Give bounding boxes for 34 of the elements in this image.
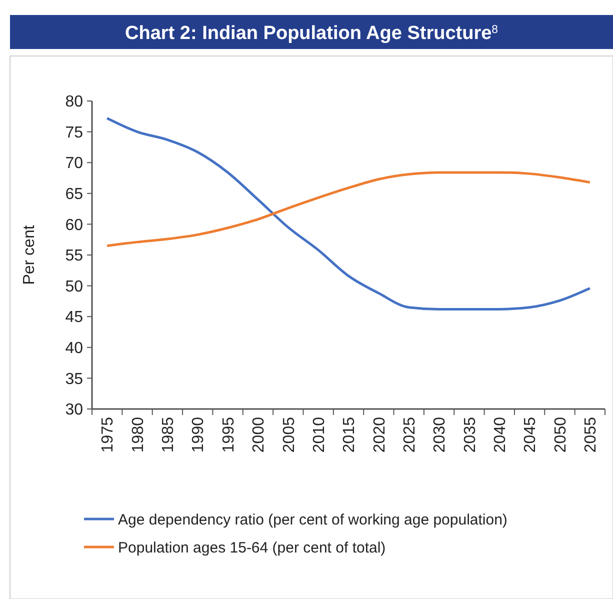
x-tick-label: 2025 bbox=[401, 416, 418, 453]
y-tick-label: 60 bbox=[65, 216, 84, 234]
x-tick-label: 2050 bbox=[552, 416, 570, 453]
line-series bbox=[106, 117, 592, 310]
x-tick-label: 2020 bbox=[371, 416, 388, 453]
chart-title: Chart 2: Indian Population Age Structure$^{8}$ bbox=[125, 23, 498, 44]
x-tick-label: 1985 bbox=[160, 416, 178, 453]
x-tick-label: 2030 bbox=[432, 416, 449, 453]
x-tick-label: 1980 bbox=[130, 416, 147, 453]
y-tick-label: 30 bbox=[65, 402, 84, 419]
y-axis-title: Per cent bbox=[21, 224, 38, 285]
y-tick-label: 70 bbox=[65, 155, 84, 172]
y-tick-label: 35 bbox=[65, 370, 84, 388]
y-tick-label: 80 bbox=[65, 94, 84, 111]
line-series bbox=[106, 171, 592, 248]
x-tick-label: 2005 bbox=[280, 416, 298, 453]
y-tick-label: 50 bbox=[65, 278, 84, 296]
legend-label: Population ages 15-64 (per cent of total) bbox=[118, 539, 386, 556]
x-tick-label: 2040 bbox=[492, 416, 509, 453]
legend-label: Age dependency ratio (per cent of working age population) bbox=[118, 511, 508, 528]
x-tick-label: 1990 bbox=[190, 416, 208, 453]
x-tick-label: 1975 bbox=[100, 416, 117, 453]
x-tick-label: 2035 bbox=[462, 416, 479, 453]
x-tick-label: 2045 bbox=[522, 416, 540, 453]
x-tick-label: 1995 bbox=[220, 416, 238, 453]
x-tick-label: 2000 bbox=[250, 416, 268, 453]
y-tick-label: 55 bbox=[65, 248, 84, 265]
y-tick-label: 40 bbox=[65, 340, 84, 357]
y-tick-label: 75 bbox=[65, 124, 84, 142]
y-tick-label: 65 bbox=[65, 186, 84, 203]
x-tick-label: 2055 bbox=[582, 416, 600, 453]
y-tick-label: 45 bbox=[65, 309, 84, 326]
x-tick-label: 2010 bbox=[310, 416, 328, 453]
x-tick-label: 2015 bbox=[341, 416, 358, 453]
